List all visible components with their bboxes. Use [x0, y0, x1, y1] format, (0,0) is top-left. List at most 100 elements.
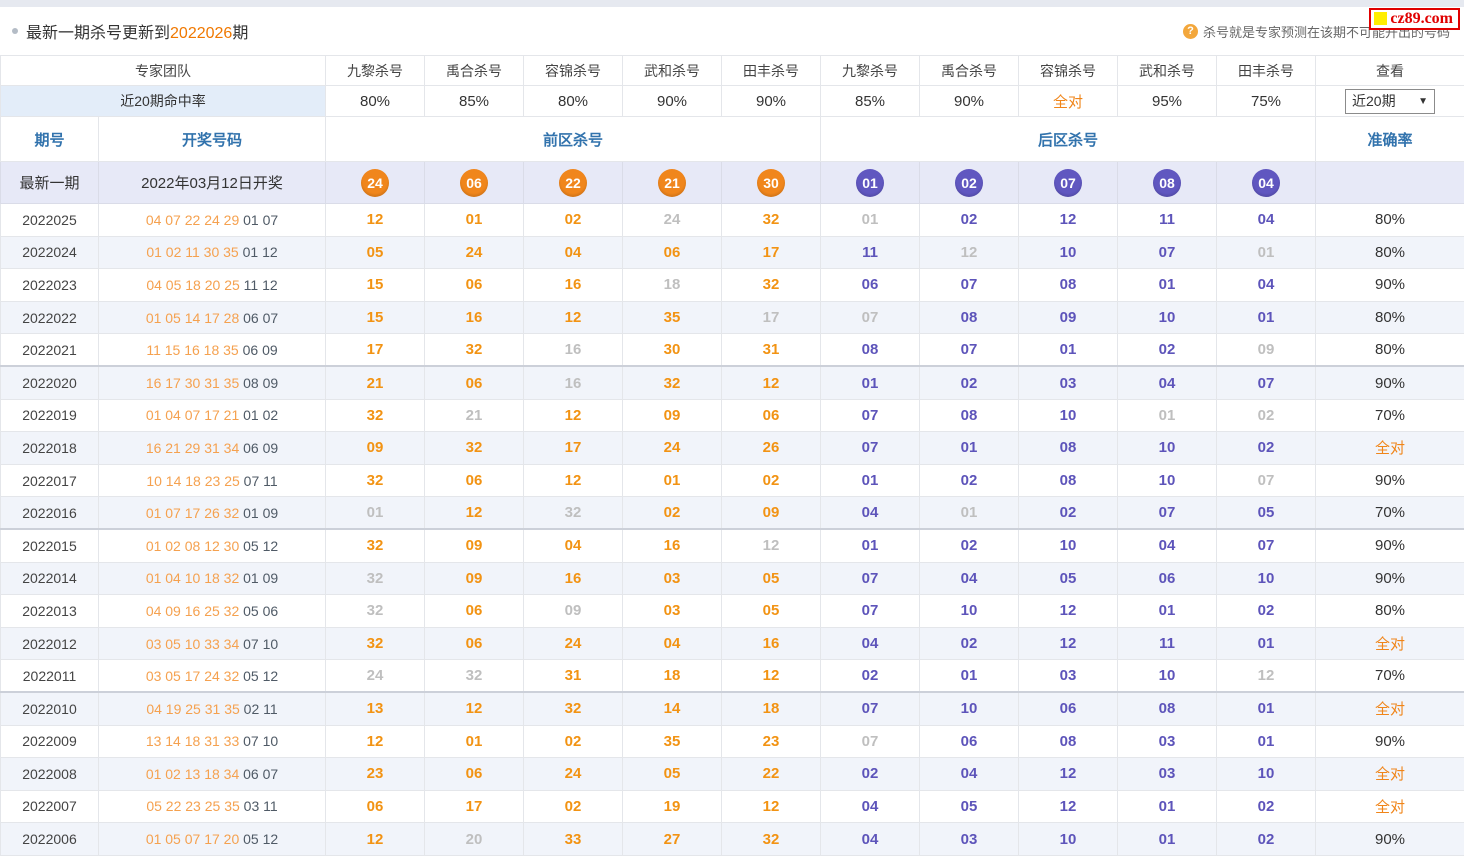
front-kill-cell: 32 [325, 528, 425, 563]
table-row: 2022018 16 21 29 31 34 06 09 09 32 17 24 26 07 0… [0, 431, 1464, 465]
period-cell: 2022016 [0, 496, 99, 531]
period-cell: 2022007 [0, 789, 99, 824]
accuracy-cell: 80% [1315, 594, 1464, 628]
draw-numbers-cell: 03 05 17 24 32 05 12 [98, 659, 326, 694]
period-cell: 2022011 [0, 659, 99, 694]
draw-numbers-cell: 01 02 13 18 34 06 07 [98, 757, 326, 791]
back-kill-cell: 02 [1216, 398, 1316, 433]
back-kill-cell: 10 [1117, 300, 1217, 335]
front-kill-cell: 17 [424, 789, 524, 824]
front-kill-cell: 19 [622, 789, 722, 824]
front-kill-cell: 26 [721, 431, 821, 465]
front-kill-cell: 12 [721, 528, 821, 563]
front-kill-cell: 23 [325, 757, 425, 791]
front-kill-cell: 02 [721, 463, 821, 498]
table-row: 2022014 01 04 10 18 32 01 09 32 09 16 03 05 07 0… [0, 561, 1464, 596]
hit-rate-value: 75% [1216, 85, 1316, 117]
front-kill-cell: 20 [424, 822, 524, 856]
draw-numbers-cell: 04 09 16 25 32 05 06 [98, 594, 326, 628]
back-kill-cell: 11 [820, 235, 920, 270]
back-draw-numbers: 01 09 [243, 570, 279, 587]
logo-text: cz89.com [1390, 10, 1453, 27]
front-draw-numbers: 11 15 16 18 35 [146, 341, 239, 358]
latest-label: 最新一期 [0, 161, 99, 204]
back-kill-cell: 05 [1018, 561, 1118, 596]
range-select-value: 近20期 [1352, 93, 1396, 109]
range-select[interactable]: 近20期 ▼ [1345, 88, 1435, 114]
front-kill-cell: 18 [622, 268, 722, 302]
back-kill-cell: 10 [919, 594, 1019, 628]
back-kill-cell: 02 [919, 463, 1019, 498]
front-draw-numbers: 03 05 10 33 34 [145, 635, 240, 652]
back-kill-cell: 03 [1117, 757, 1217, 791]
back-kill-cell: 10 [1216, 757, 1316, 791]
back-draw-numbers: 01 07 [243, 211, 279, 228]
back-draw-numbers: 06 07 [243, 765, 279, 782]
period-cell: 2022017 [0, 463, 99, 498]
back-kill-cell: 09 [1216, 333, 1316, 368]
hit-rate-value: 85% [820, 85, 920, 117]
front-draw-numbers: 03 05 17 24 32 [145, 667, 240, 684]
period-cell: 2022015 [0, 528, 99, 563]
front-ball: 30 [757, 168, 785, 197]
period-cell: 2022009 [0, 724, 99, 759]
front-kill-cell: 01 [424, 203, 524, 237]
front-kill-cell: 16 [622, 528, 722, 563]
back-kill-cell: 01 [919, 431, 1019, 465]
site-logo[interactable]: cz89.com [1369, 8, 1460, 30]
period-cell: 2022006 [0, 822, 99, 856]
back-kill-cell: 02 [919, 528, 1019, 563]
back-draw-numbers: 08 09 [243, 375, 279, 392]
back-kill-cell: 01 [1216, 724, 1316, 759]
back-kill-cell: 04 [1216, 268, 1316, 302]
back-kill-cell: 06 [1018, 691, 1118, 726]
front-kill-cell: 32 [424, 333, 524, 368]
front-kill-cell: 17 [523, 431, 623, 465]
front-draw-numbers: 04 19 25 31 35 [146, 700, 240, 717]
back-draw-numbers: 01 02 [243, 407, 279, 424]
front-kill-cell: 09 [523, 594, 623, 628]
front-kill-cell: 32 [523, 691, 623, 726]
back-draw-numbers: 07 11 [243, 472, 278, 489]
front-kill-cell: 05 [622, 757, 722, 791]
back-kill-cell: 07 [820, 398, 920, 433]
period-cell: 2022024 [0, 235, 99, 270]
accuracy-cell: 80% [1315, 203, 1464, 237]
back-kill-cell: 04 [1216, 203, 1316, 237]
back-kill-cell: 10 [1018, 822, 1118, 856]
draw-numbers-cell: 01 02 08 12 30 05 12 [98, 528, 326, 563]
back-kill-cell: 01 [919, 659, 1019, 694]
back-draw-numbers: 05 12 [243, 667, 279, 684]
back-kill-cell: 07 [919, 268, 1019, 302]
front-kill-cell: 17 [721, 235, 821, 270]
front-kill-cell: 17 [325, 333, 425, 368]
draw-numbers-cell: 01 07 17 26 32 01 09 [98, 496, 326, 531]
back-kill-cell: 01 [1117, 398, 1217, 433]
front-kill-cell: 04 [523, 235, 623, 270]
front-kill-cell: 06 [325, 789, 425, 824]
back-kill-cell: 07 [820, 431, 920, 465]
back-kill-cell: 12 [1018, 757, 1118, 791]
back-draw-numbers: 05 12 [243, 537, 279, 554]
expert-header-row: 专家团队 九黎杀号 禹合杀号 容锦杀号 武和杀号 田丰杀号 九黎杀号 禹合杀号 … [0, 55, 1464, 86]
table-row: 2022006 01 05 07 17 20 05 12 12 20 33 27 32 04 0… [0, 822, 1464, 856]
back-kill-cell: 10 [1018, 398, 1118, 433]
back-ball: 02 [955, 168, 983, 197]
expert-header-front-5: 田丰杀号 [721, 55, 821, 86]
front-ball-cell: 06 [424, 161, 524, 204]
back-kill-cell: 12 [1018, 594, 1118, 628]
period-cell: 2022014 [0, 561, 99, 596]
back-kill-cell: 02 [820, 659, 920, 694]
accuracy-cell: 90% [1315, 268, 1464, 302]
back-kill-cell: 03 [1117, 724, 1217, 759]
back-kill-cell: 10 [1117, 463, 1217, 498]
front-kill-cell: 24 [424, 235, 524, 270]
hit-rate-value: 90% [622, 85, 722, 117]
front-kill-cell: 32 [721, 203, 821, 237]
hit-rate-value: 95% [1117, 85, 1217, 117]
front-ball: 21 [658, 168, 686, 197]
front-kill-cell: 05 [721, 561, 821, 596]
expert-header-back-5: 田丰杀号 [1216, 55, 1316, 86]
back-draw-numbers: 05 06 [243, 602, 279, 619]
period-cell: 2022013 [0, 594, 99, 628]
